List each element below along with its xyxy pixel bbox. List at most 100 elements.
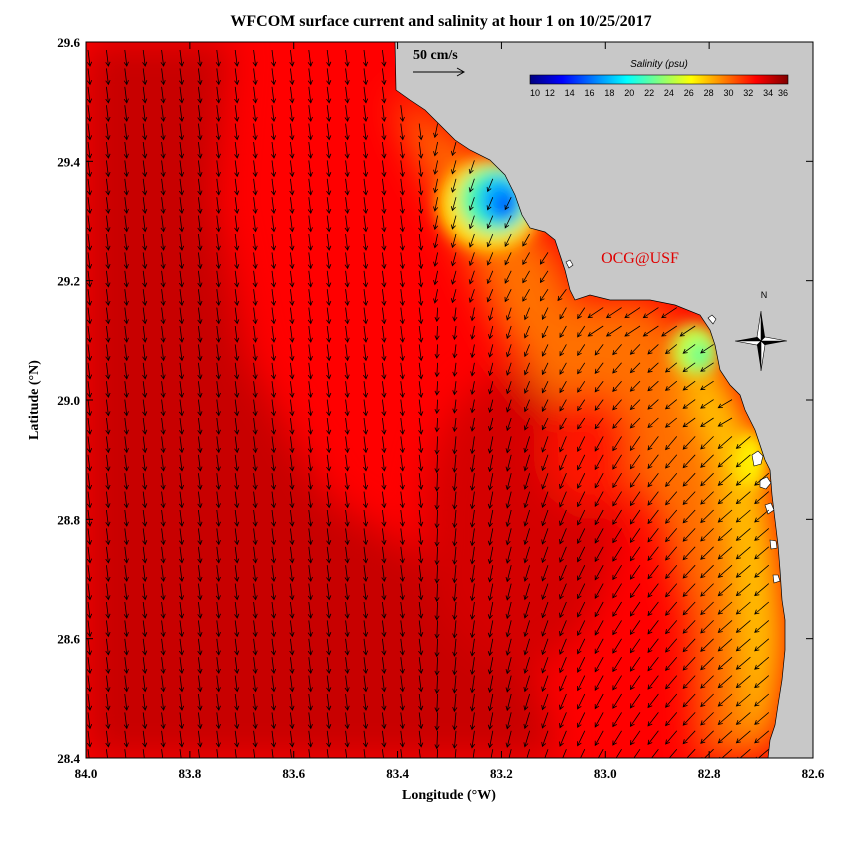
current-vector <box>105 215 111 233</box>
current-vector <box>594 344 604 356</box>
current-vector <box>577 546 586 563</box>
current-vector <box>142 657 148 675</box>
current-vector <box>647 620 659 635</box>
current-vector <box>434 601 440 621</box>
current-vector <box>624 307 641 319</box>
current-vector <box>700 712 714 726</box>
current-vector <box>612 417 622 429</box>
current-vector <box>577 730 586 747</box>
current-vector <box>197 233 203 251</box>
current-vector <box>86 509 93 527</box>
current-vector <box>307 105 313 123</box>
current-vector <box>717 399 733 409</box>
current-vector <box>123 252 129 270</box>
current-vector <box>682 656 696 671</box>
current-vector <box>541 620 549 637</box>
current-vector <box>197 197 203 215</box>
compass-needle-e-light <box>760 336 788 342</box>
current-vector <box>105 141 111 159</box>
current-vector <box>234 749 237 758</box>
current-vector <box>594 657 604 673</box>
current-vector <box>452 693 458 713</box>
current-vector <box>418 528 424 546</box>
current-vector <box>541 546 549 564</box>
current-vector <box>754 509 770 523</box>
current-vector <box>160 344 166 362</box>
current-vector <box>270 657 277 675</box>
current-vector <box>505 454 512 472</box>
current-vector <box>86 381 93 399</box>
current-vector <box>160 252 166 270</box>
current-vector <box>523 491 530 509</box>
current-vector <box>612 472 622 489</box>
current-vector <box>470 381 476 396</box>
current-vector <box>506 307 512 321</box>
current-vector <box>344 105 350 123</box>
current-vector <box>178 712 185 730</box>
current-vector <box>559 638 567 655</box>
current-vector <box>381 528 387 546</box>
current-vector <box>86 86 93 104</box>
current-vector <box>105 381 111 399</box>
current-vectors <box>86 49 770 758</box>
current-vector <box>307 399 313 417</box>
current-vector <box>468 289 475 303</box>
current-vector <box>434 528 440 547</box>
current-vector <box>123 454 129 472</box>
current-vector <box>605 325 622 337</box>
current-vector <box>289 123 295 141</box>
current-vector <box>577 491 586 508</box>
current-vector <box>587 307 604 319</box>
current-vector <box>215 344 221 362</box>
current-vector <box>523 657 530 674</box>
current-vector <box>577 325 586 338</box>
current-vector <box>197 473 203 491</box>
current-vector <box>452 565 458 584</box>
current-vector <box>664 417 678 428</box>
colorbar-tick-label: 34 <box>763 88 773 98</box>
current-vector <box>665 528 678 543</box>
current-vector <box>362 491 369 509</box>
current-vector <box>362 141 369 159</box>
current-vector <box>523 693 530 711</box>
salinity-shading <box>86 42 785 758</box>
current-vector <box>216 749 219 758</box>
current-vector <box>252 381 258 399</box>
current-vector <box>197 436 203 454</box>
current-vector <box>541 712 549 729</box>
current-vector <box>700 436 714 450</box>
current-vector <box>504 215 512 229</box>
current-vector <box>433 270 439 286</box>
current-vector <box>486 197 494 211</box>
current-vector <box>580 749 586 758</box>
current-vector <box>86 675 93 693</box>
current-vector <box>487 693 494 712</box>
current-vector <box>105 123 111 141</box>
current-vector <box>562 749 567 758</box>
current-vector <box>252 491 258 509</box>
current-vector <box>105 399 111 417</box>
current-vector <box>234 546 240 564</box>
current-vector <box>399 601 405 619</box>
current-vector <box>418 583 424 601</box>
current-vector <box>123 307 129 325</box>
current-vector <box>252 362 258 380</box>
current-vector <box>197 160 203 178</box>
current-vector <box>362 436 369 454</box>
current-vector <box>735 656 751 670</box>
current-vector <box>215 233 221 251</box>
current-vector <box>399 675 405 693</box>
current-vector <box>105 49 111 67</box>
vector-scale: 50 cm/s <box>413 48 466 77</box>
current-vector <box>307 68 313 86</box>
current-vector <box>541 601 549 619</box>
current-vector <box>86 178 93 196</box>
y-tick-label: 28.8 <box>57 512 80 527</box>
colorbar-tick-label: 12 <box>545 88 555 98</box>
current-vector <box>612 564 622 581</box>
current-vector <box>683 748 696 758</box>
coastal-yellow-belt <box>690 330 785 740</box>
current-vector <box>105 601 111 619</box>
current-vector <box>559 528 567 545</box>
current-vector <box>178 344 185 362</box>
